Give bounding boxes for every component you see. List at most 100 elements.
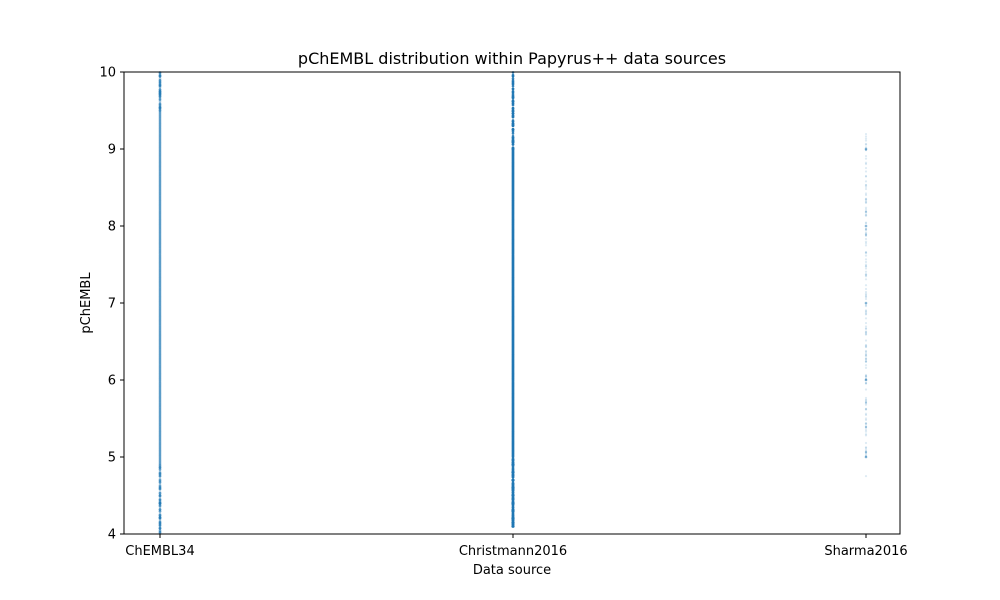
data-point [864,240,868,243]
data-point [158,176,162,180]
data-point [158,117,162,121]
y-axis-ticks: 4 5 6 7 8 9 10 [99,66,124,543]
data-point [864,301,868,305]
data-point [158,486,162,489]
data-point [158,94,162,98]
data-point [158,443,162,446]
data-point [158,501,162,505]
data-point [158,377,162,381]
data-point [864,330,868,334]
data-point [158,221,162,225]
data-point [864,254,868,257]
data-point [158,460,162,463]
data-point [158,317,162,321]
data-point [158,170,162,173]
data-point [158,373,162,376]
x-tick-label: Christmann2016 [459,544,567,559]
data-point [158,85,162,88]
data-point [158,88,162,91]
data-point [511,132,515,135]
data-point [158,94,162,97]
data-point [158,156,162,159]
data-point [864,403,868,406]
data-point [158,514,162,517]
data-point [158,238,162,242]
data-point [158,328,162,332]
data-point [158,302,162,306]
data-point [864,137,868,140]
data-point [158,260,162,263]
data-point [158,420,162,423]
data-point [158,274,162,278]
data-point [158,437,162,440]
data-point [158,304,162,307]
data-point [158,118,162,122]
data-point [158,98,162,102]
data-point [158,120,162,124]
data-point [158,413,162,416]
data-point [864,450,868,453]
data-point [158,447,162,450]
data-point [158,331,162,335]
data-point [158,266,162,269]
data-point [158,74,162,78]
data-point [158,154,162,158]
data-point [864,474,868,478]
data-point [864,234,868,238]
data-point [158,292,162,296]
data-point [158,481,162,484]
data-point [158,141,162,145]
data-point [158,137,162,141]
data-point [158,364,162,367]
data-point [158,100,162,103]
data-point [158,103,162,106]
data-point [158,223,162,226]
data-point [158,108,162,111]
data-point [158,243,162,247]
data-point [864,413,868,417]
data-point [158,368,162,372]
data-point [511,79,515,82]
data-point [864,451,868,454]
data-point [158,306,162,309]
data-point [158,284,162,288]
data-point [511,491,515,495]
data-point [158,107,162,110]
data-point [158,334,162,338]
data-point [158,310,162,313]
data-point [158,79,162,82]
data-point [158,263,162,266]
data-point [864,185,868,188]
data-point [158,208,162,212]
data-point [864,451,868,454]
data-point [158,423,162,426]
data-point [158,235,162,239]
data-point [158,479,162,482]
data-point [158,287,162,291]
data-point [158,172,162,175]
data-point [158,361,162,365]
data-point [158,107,162,110]
data-point [864,273,868,276]
data-point [158,348,162,352]
data-point [158,405,162,409]
data-point [158,464,162,467]
data-point [864,360,868,363]
data-point [511,120,515,123]
data-point [158,260,162,264]
data-point [158,333,162,336]
data-point [158,289,162,292]
data-point [864,375,868,378]
data-point [158,297,162,301]
data-point [158,501,162,505]
data-point [158,501,162,505]
data-point [158,225,162,229]
series-ChEMBL34 [158,71,162,535]
data-point [158,94,162,98]
data-point [158,246,162,249]
data-point [158,113,162,117]
data-point [864,192,868,195]
data-point [158,160,162,163]
data-point [158,509,162,513]
